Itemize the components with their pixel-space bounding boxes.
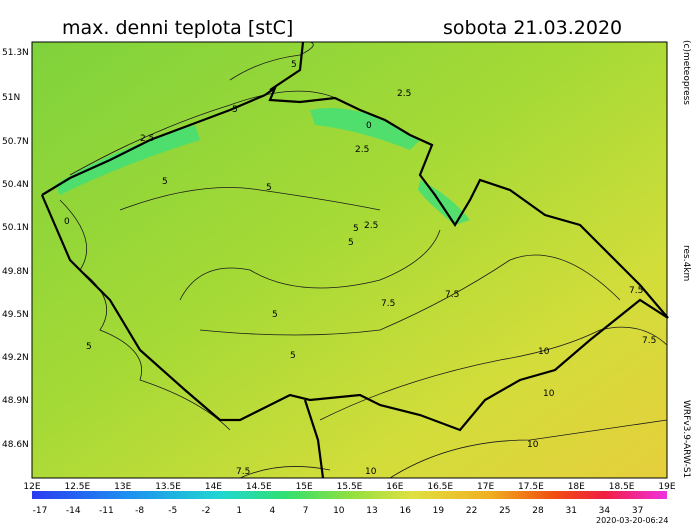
contour-label: 7.5 [445, 290, 459, 300]
contour-label: 2.5 [397, 89, 411, 99]
lat-label: 49.2N [2, 353, 29, 363]
colorbar-tick-label: 16 [399, 506, 411, 516]
country-borders [40, 41, 669, 479]
contour-label: 0 [64, 217, 70, 227]
lat-label: 50.1N [2, 223, 29, 233]
colorbar-tick-label: 19 [433, 506, 445, 516]
model: WRFv3.9-ARW-S1 [681, 400, 691, 478]
lat-label: 50.4N [2, 180, 29, 190]
contour-label: 0 [366, 121, 372, 131]
contour-label: 2.5 [355, 145, 369, 155]
map-area: 5 5 2.5 2.5 2.5 0 5 5 5 5 5 2.5 0 5 7.5 7.5 7.5 7.5 10 5 10 1… [31, 41, 669, 479]
copyright: (c)meteopress [681, 40, 691, 105]
lon-label: 15E [296, 482, 313, 492]
lon-label: 18E [568, 482, 585, 492]
colorbar-tick-label: 7 [303, 506, 309, 516]
lon-label: 14.5E [246, 482, 272, 492]
lon-label: 18.5E [609, 482, 635, 492]
lat-label: 49.8N [2, 267, 29, 277]
lon-label: 17E [477, 482, 494, 492]
lat-label: 51N [2, 93, 20, 103]
colorbar-tick-label: -8 [135, 506, 144, 516]
colorbar-tick-label: 37 [632, 506, 643, 516]
colorbar-tick-label: 28 [532, 506, 544, 516]
lat-label: 48.9N [2, 396, 29, 406]
contour-label: 2.5 [140, 134, 154, 144]
resolution: res.4km [681, 245, 691, 281]
contour-label: 7.5 [629, 286, 643, 296]
colorbar-tick-label: 13 [366, 506, 377, 516]
contour-label: 7.5 [642, 336, 656, 346]
lat-label: 51.3N [2, 48, 29, 58]
contours [59, 41, 668, 479]
lon-label: 12.5E [64, 482, 90, 492]
title: max. denni teplota [stC] [62, 17, 293, 39]
colorbar-tick-label: 4 [270, 506, 276, 516]
contour-label: 5 [232, 105, 238, 115]
lon-label: 17.5E [518, 482, 544, 492]
contour-label: 5 [272, 310, 278, 320]
colorbar-tick-label: -2 [202, 506, 211, 516]
date: sobota 21.03.2020 [443, 17, 622, 39]
colorbar [32, 491, 667, 499]
colorbar-tick-label: 34 [599, 506, 611, 516]
contour-label: 5 [348, 238, 354, 248]
timestamp: 2020-03-20-06:24 [596, 516, 668, 525]
colorbar-tick-label: 25 [499, 506, 510, 516]
colorbar-tick-label: -14 [66, 506, 81, 516]
contour-label: 10 [365, 467, 377, 477]
colorbar-tick-label: -5 [168, 506, 177, 516]
contour-label: 2.5 [364, 221, 378, 231]
lon-label: 13.5E [155, 482, 181, 492]
contour-label: 10 [538, 347, 550, 357]
colorbar-tick-label: -17 [33, 506, 48, 516]
contour-label: 5 [290, 351, 296, 361]
contour-label: 5 [266, 183, 272, 193]
lon-label: 12E [23, 482, 40, 492]
contour-label: 5 [162, 177, 168, 187]
colorbar-tick-label: 31 [565, 506, 576, 516]
contour-label: 10 [543, 389, 555, 399]
lon-label: 15.5E [337, 482, 363, 492]
contour-label: 5 [86, 342, 92, 352]
map-field [31, 41, 668, 479]
colorbar-tick-label: 22 [466, 506, 477, 516]
colorbar-tick-label: -11 [99, 506, 114, 516]
lon-label: 13E [114, 482, 131, 492]
colorbar-tick-label: 10 [333, 506, 345, 516]
contour-label: 10 [527, 440, 539, 450]
contour-label: 5 [291, 60, 297, 70]
contour-label: 5 [353, 224, 359, 234]
lon-label: 16.5E [427, 482, 453, 492]
contour-label: 7.5 [381, 299, 395, 309]
lon-label: 16E [386, 482, 403, 492]
lat-label: 50.7N [2, 137, 29, 147]
lat-label: 48.6N [2, 440, 29, 450]
contour-label: 7.5 [236, 467, 250, 477]
lon-label: 19E [658, 482, 675, 492]
colorbar-tick-label: 1 [236, 506, 242, 516]
lat-label: 49.5N [2, 310, 29, 320]
lon-label: 14E [205, 482, 222, 492]
